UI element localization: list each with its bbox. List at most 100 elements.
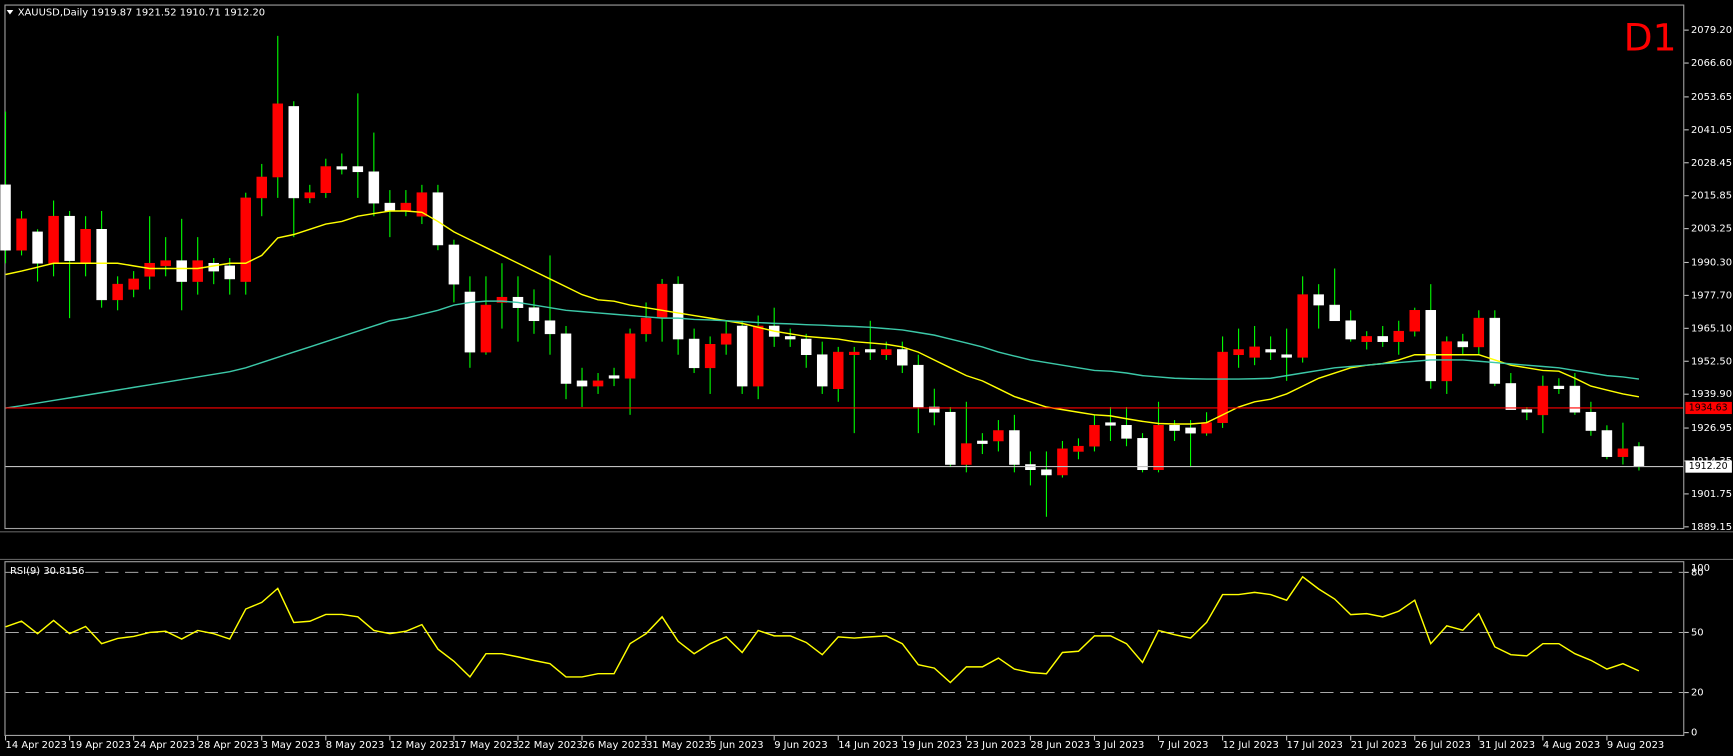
menu-arrow [6, 10, 14, 15]
marks: 2079.20 2066.60 2053.65 2041.05 2028.45 2015.… [0, 25, 1732, 751]
timeframe-label: D1 [1624, 15, 1677, 59]
candle-body [288, 106, 300, 199]
y-tick-label: 2079.20 [1691, 25, 1732, 36]
candle-body [160, 260, 171, 267]
x-tick-label: 23 Jun 2023 [966, 740, 1026, 751]
x-tick-label: 19 Apr 2023 [70, 740, 131, 751]
candle-body [800, 338, 812, 356]
candle-body [1185, 427, 1196, 434]
candle-body [1313, 294, 1324, 306]
candle-body [1329, 304, 1340, 322]
candle-body [176, 260, 187, 282]
candle-body [192, 260, 203, 282]
candle-body [336, 166, 348, 170]
candle-body [993, 430, 1004, 442]
candle-body [832, 351, 844, 389]
candle-body [592, 380, 604, 387]
candle-body [560, 333, 572, 384]
rsi-y-tick-label: 50 [1691, 627, 1704, 638]
candle-body [1073, 445, 1084, 452]
candle-body [1409, 310, 1420, 332]
rsi-y-tick-label: 20 [1691, 688, 1704, 699]
y-tick-label: 1926.95 [1691, 423, 1732, 434]
candle-body [368, 171, 380, 204]
candle-body [1537, 385, 1549, 416]
candle-body [144, 262, 155, 277]
candle-body [1137, 438, 1148, 471]
candle-body [1121, 425, 1132, 439]
candle-body [400, 202, 412, 212]
candle-body [1553, 385, 1565, 389]
candle-body [1169, 425, 1180, 431]
candle-body [1233, 349, 1244, 356]
candle-body [480, 304, 492, 353]
x-tick-label: 21 Jul 2023 [1351, 740, 1407, 751]
x-tick-label: 5 Jun 2023 [710, 740, 763, 751]
candle-body [96, 229, 107, 301]
y-tick-label: 2053.65 [1691, 92, 1732, 103]
candle-body [304, 192, 316, 199]
candle-body [224, 265, 235, 280]
x-tick-label: 17 May 2023 [454, 740, 519, 751]
candle-body [208, 262, 219, 272]
y-tick-label: 1889.15 [1691, 522, 1732, 533]
price-panel-frame [4, 4, 1685, 530]
candle-body [672, 283, 684, 340]
candle-body [720, 333, 732, 345]
x-tick-label: 26 Jul 2023 [1415, 740, 1471, 751]
x-tick-label: 19 Jun 2023 [902, 740, 962, 751]
y-tick-label: 2028.45 [1691, 158, 1732, 169]
y-tick-label: 2041.05 [1691, 125, 1732, 136]
candle-body [784, 336, 796, 340]
candle-body [881, 349, 892, 356]
candle-body [865, 349, 876, 353]
x-tick-label: 22 May 2023 [518, 740, 583, 751]
y-tick-label: 2066.60 [1691, 58, 1732, 69]
hline-label-box [1685, 401, 1732, 415]
candle-body [32, 231, 43, 264]
y-tick-label: 1952.50 [1691, 356, 1732, 367]
x-tick-label: 4 Aug 2023 [1543, 740, 1600, 751]
rsi-line [5, 575, 1640, 684]
y-tick-label: 1939.90 [1691, 389, 1732, 400]
candle-body [1521, 409, 1533, 413]
x-tick-label: 12 Jul 2023 [1223, 740, 1279, 751]
candle-body [352, 166, 364, 173]
candle-body [945, 411, 956, 465]
x-tick-label: 28 Jun 2023 [1030, 740, 1090, 751]
candle-body [961, 443, 972, 465]
candle-body [608, 375, 620, 379]
candle-body [1601, 430, 1613, 457]
y-tick-label: 1901.75 [1691, 489, 1732, 500]
rsi-y-tick-label: 80 [1691, 567, 1704, 578]
x-tick-label: 14 Jun 2023 [838, 740, 898, 751]
candle-body [1569, 385, 1581, 413]
rsi-title: RSI(9) 30.8156 [10, 566, 84, 577]
candle-body [640, 317, 652, 335]
rsi-panel-frame [4, 561, 1685, 736]
candle-body [1457, 341, 1469, 348]
candle-body [688, 338, 700, 369]
candle-body [528, 307, 540, 322]
price-label-box [1685, 460, 1732, 473]
candle-body [1441, 341, 1453, 382]
candle-body [816, 354, 828, 387]
candle-body [1425, 310, 1437, 382]
x-tick-label: 3 Jul 2023 [1094, 740, 1144, 751]
candle-body [64, 215, 75, 261]
candle-body [1489, 317, 1501, 384]
x-tick-label: 9 Jun 2023 [774, 740, 827, 751]
y-tick-label: 2003.25 [1691, 224, 1732, 235]
candle-body [1473, 317, 1485, 348]
candle-body [320, 166, 332, 193]
y-tick-label: 1977.70 [1691, 290, 1732, 301]
candle-body [448, 244, 460, 285]
candle-body [977, 440, 988, 444]
y-tick-label: 2015.85 [1691, 191, 1732, 202]
candle-body [704, 343, 716, 369]
candle-body [272, 103, 284, 178]
candle-body [1009, 430, 1020, 465]
candle-body [80, 229, 91, 264]
candle-body [1345, 320, 1356, 340]
